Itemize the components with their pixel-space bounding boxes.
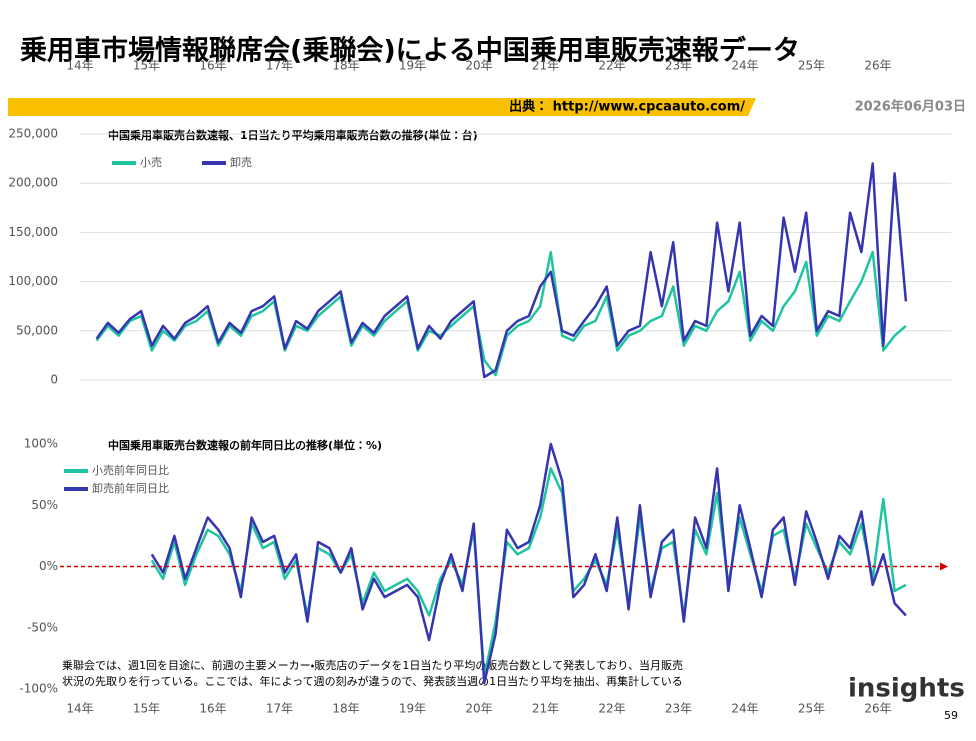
- x-tick-label: 26年: [864, 59, 891, 73]
- x-tick-label: 16年: [199, 702, 226, 716]
- legend-label: 小売: [140, 156, 162, 169]
- source-bar: [8, 98, 756, 116]
- data-line: [95, 162, 908, 379]
- y-tick-label: -50%: [27, 620, 58, 634]
- legend-label: 卸売前年同日比: [92, 481, 169, 495]
- y-tick-label: 50%: [31, 498, 58, 512]
- y-tick-label: 100%: [24, 437, 58, 451]
- x-tick-label: 17年: [266, 59, 293, 73]
- x-tick-label: 23年: [665, 59, 692, 73]
- logo: insights: [848, 674, 965, 704]
- data-line: [95, 250, 907, 377]
- note: 状況の先取りを行っている。ここでは、年によって週の刻みが違うので、発表該当週の1…: [62, 674, 683, 688]
- slide-title: 乗用車市場情報聯席会(乗聯会)による中国乗用車販売速報データ: [20, 35, 800, 67]
- page-number: 59: [944, 709, 958, 722]
- x-tick-label: 14年: [66, 59, 93, 73]
- legend-label: 小売前年同日比: [92, 463, 169, 477]
- x-tick-label: 22年: [598, 702, 625, 716]
- x-tick-label: 25年: [798, 59, 825, 73]
- y-tick-label: 50,000: [16, 323, 58, 337]
- x-tick-label: 25年: [798, 702, 825, 716]
- source: 出典： http://www.cpcaauto.com/: [509, 99, 745, 115]
- y-tick-label: 0: [50, 373, 58, 387]
- x-tick-label: 18年: [332, 702, 359, 716]
- x-tick-label: 18年: [332, 59, 359, 73]
- chart-title: 中国乗用車販売台数速報の前年同日比の推移(単位：%): [108, 438, 382, 452]
- x-tick-label: 26年: [864, 702, 891, 716]
- x-tick-label: 16年: [199, 59, 226, 73]
- y-tick-label: 200,000: [8, 176, 58, 190]
- y-tick-label: 100,000: [8, 274, 58, 288]
- reference-arrow: [940, 562, 948, 571]
- x-tick-label: 24年: [731, 59, 758, 73]
- x-tick-label: 22年: [598, 59, 625, 73]
- x-tick-label: 20年: [465, 59, 492, 73]
- legend-label: 卸売: [230, 155, 252, 169]
- date: 2026年06月03日: [855, 99, 966, 115]
- chart-title: 中国乗用車販売台数速報、1日当たり平均乗用車販売台数の推移(単位：台): [108, 128, 478, 142]
- x-tick-label: 19年: [399, 702, 426, 716]
- data-line: [150, 467, 907, 679]
- y-tick-label: 0%: [39, 559, 58, 573]
- x-tick-label: 23年: [665, 702, 692, 716]
- x-tick-label: 15年: [133, 59, 160, 73]
- x-tick-label: 17年: [266, 702, 293, 716]
- note: 乗聯会では、週1回を目途に、前週の主要メーカー・販売店のデータを1日当たり平均の…: [62, 658, 683, 672]
- x-tick-label: 24年: [731, 702, 758, 716]
- x-tick-label: 19年: [399, 59, 426, 73]
- y-tick-label: 250,000: [8, 127, 58, 141]
- x-tick-label: 20年: [465, 702, 492, 716]
- y-tick-label: 150,000: [8, 225, 58, 239]
- x-tick-label: 15年: [133, 702, 160, 716]
- x-tick-label: 21年: [532, 59, 559, 73]
- x-tick-label: 14年: [66, 702, 93, 716]
- x-tick-label: 21年: [532, 702, 559, 716]
- data-line: [150, 442, 907, 685]
- y-tick-label: -100%: [19, 682, 58, 696]
